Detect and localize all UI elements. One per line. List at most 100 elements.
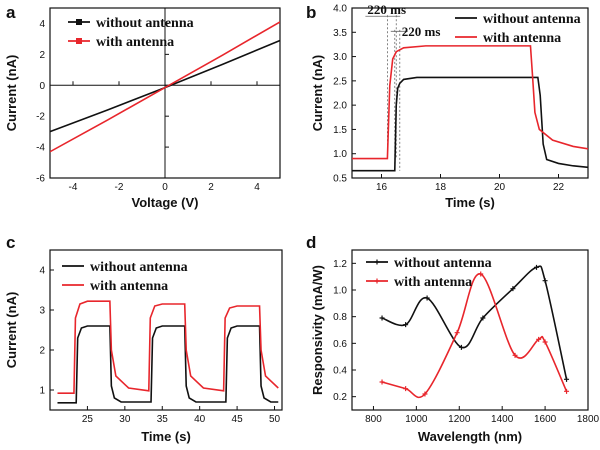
legend-label-with: with antenna — [394, 275, 472, 290]
x-axis-title: Time (s) — [141, 429, 191, 444]
y-axis-title: Responsivity (mA/W) — [310, 265, 325, 395]
y-tick-label: 3.5 — [333, 28, 347, 39]
y-tick-label: 1.5 — [333, 125, 347, 136]
plot-frame — [351, 7, 589, 179]
y-tick-label: 4 — [39, 266, 45, 277]
data-point-with — [403, 386, 409, 392]
y-tick-label: 3.0 — [333, 52, 347, 63]
x-tick-label: 800 — [365, 414, 382, 425]
data-point-without — [403, 322, 409, 328]
y-tick-label: 2 — [39, 50, 45, 61]
legend-label-without: without antenna — [96, 16, 194, 31]
y-tick-label: 0.4 — [333, 366, 347, 377]
x-tick-label: 4 — [254, 182, 260, 193]
series-line-without — [352, 76, 588, 172]
series-line-with — [381, 273, 568, 399]
series-line-with — [352, 45, 588, 160]
legend-marker-without — [76, 19, 82, 25]
data-point-with — [379, 379, 385, 385]
legend-marker-with — [76, 38, 82, 44]
series-line-with — [57, 300, 279, 394]
y-tick-label: 1.2 — [333, 259, 347, 270]
y-axis-title: Current (nA) — [4, 55, 19, 132]
data-point-with — [512, 352, 518, 358]
y-tick-label: 1.0 — [333, 149, 347, 160]
x-tick-label: 35 — [157, 414, 169, 425]
data-point-with — [422, 391, 428, 397]
x-axis-title: Wavelength (nm) — [418, 429, 522, 444]
x-tick-label: 20 — [494, 182, 506, 193]
y-tick-label: -2 — [36, 112, 45, 123]
data-point-without — [564, 376, 570, 382]
x-tick-label: 2 — [208, 182, 214, 193]
panel-c: 25 30 35 40 45 50 1 2 3 4 Time (s) Current (nA) with… — [4, 249, 283, 444]
x-tick-label: 1800 — [577, 414, 600, 425]
y-tick-label: 1.0 — [333, 286, 347, 297]
panel-d: 800 1000 1200 1400 1600 1800 0.2 0.4 0.6 0.8 1.0 1.… — [310, 249, 600, 444]
data-point-without — [424, 295, 430, 301]
x-tick-label: 1000 — [405, 414, 428, 425]
series-line-with — [50, 21, 280, 153]
legend-label-with: with antenna — [483, 31, 561, 46]
y-tick-label: 0.6 — [333, 339, 347, 350]
x-tick-label: 30 — [119, 414, 131, 425]
panel-letter-a: a — [6, 3, 16, 22]
x-tick-label: 45 — [232, 414, 244, 425]
y-tick-label: -4 — [36, 143, 45, 154]
rise-time-label-with: 220 ms — [367, 2, 406, 17]
data-point-without — [510, 286, 516, 292]
x-axis-title: Time (s) — [445, 195, 495, 210]
x-tick-label: 1200 — [448, 414, 471, 425]
x-tick-label: 50 — [269, 414, 281, 425]
data-point-with — [536, 336, 542, 342]
y-tick-label: 0.2 — [333, 392, 347, 403]
panel-letter-d: d — [306, 233, 316, 252]
data-point-without — [379, 315, 385, 321]
y-tick-label: 1 — [39, 386, 45, 397]
data-point-with — [478, 271, 484, 277]
x-tick-label: 1600 — [534, 414, 557, 425]
data-point-without — [534, 264, 540, 270]
panel-b: 16 18 20 22 0.5 1.0 1.5 2.0 2.5 3.0 3.5 4.0 Time (s)… — [310, 2, 589, 210]
plot-frame — [49, 249, 283, 411]
series-line-without — [57, 325, 279, 404]
y-tick-label: 2.0 — [333, 101, 347, 112]
panel-letter-c: c — [6, 233, 15, 252]
legend-marker-with — [374, 278, 380, 284]
x-axis-title: Voltage (V) — [132, 195, 199, 210]
x-tick-label: 40 — [194, 414, 206, 425]
x-tick-label: 0 — [162, 182, 168, 193]
y-tick-label: 0 — [39, 81, 45, 92]
x-tick-label: -2 — [115, 182, 124, 193]
panel-letter-b: b — [306, 3, 316, 22]
y-tick-label: 2.5 — [333, 76, 347, 87]
y-axis-title: Current (nA) — [4, 292, 19, 369]
data-point-with — [454, 330, 460, 336]
y-tick-label: 2 — [39, 346, 45, 357]
rise-time-label-without: 220 ms — [402, 24, 441, 39]
data-point-without — [480, 315, 486, 321]
x-tick-label: 22 — [553, 182, 565, 193]
legend-label-with: with antenna — [90, 279, 168, 294]
legend-marker-without — [374, 259, 380, 265]
legend-label-with: with antenna — [96, 35, 174, 50]
data-point-with — [564, 388, 570, 394]
data-point-without — [458, 344, 464, 350]
y-tick-label: 0.5 — [333, 174, 347, 185]
y-tick-label: 3 — [39, 306, 45, 317]
legend-label-without: without antenna — [90, 260, 188, 275]
x-tick-label: 1400 — [491, 414, 514, 425]
plot-frame — [351, 249, 589, 411]
panel-a: -4 -2 0 2 4 -6 -4 -2 0 2 4 Voltage (V) Current (nA) w… — [4, 7, 281, 210]
x-tick-label: 16 — [376, 182, 388, 193]
y-tick-label: -6 — [36, 174, 45, 185]
y-axis-title: Current (nA) — [310, 55, 325, 132]
y-tick-label: 4 — [39, 19, 45, 30]
x-tick-label: 25 — [82, 414, 94, 425]
data-point-with — [542, 339, 548, 345]
y-tick-label: 4.0 — [333, 4, 347, 15]
data-point-without — [542, 278, 548, 284]
x-tick-label: -4 — [69, 182, 78, 193]
legend-label-without: without antenna — [394, 256, 492, 271]
